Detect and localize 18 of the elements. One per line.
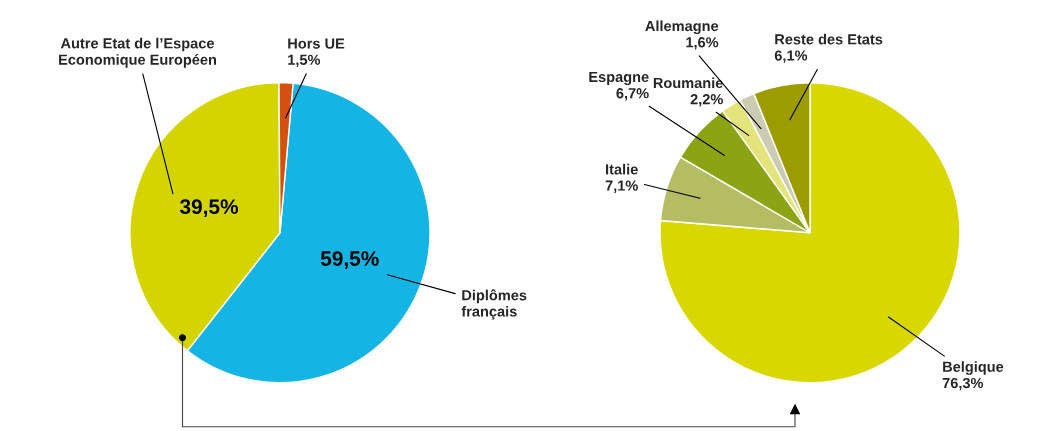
slice-label: Hors UE [288, 38, 345, 49]
slice-label: Espagne [589, 71, 649, 86]
data-label: 59,5% [320, 251, 379, 269]
data-label: 39,5% [179, 199, 239, 218]
slice-label: Reste des Etats [775, 33, 883, 45]
slice-label: Belgique [943, 361, 1004, 375]
data-label: 1,5% [288, 54, 321, 68]
data-label: 6,7% [616, 88, 649, 101]
data-label: 7,1% [605, 180, 638, 193]
slice-label: Allemagne [645, 20, 719, 35]
slice-label: Italie [606, 163, 638, 175]
slice-label: Roumanie [653, 77, 723, 89]
slice-label: Diplômes français [461, 289, 527, 320]
data-label: 76,3% [942, 377, 984, 391]
slice-label: Autre Etat de l’Espace Economique Européen [59, 37, 217, 68]
data-label: 6,1% [774, 50, 808, 63]
data-label: 2,2% [690, 94, 723, 107]
data-label: 1,6% [686, 37, 719, 50]
